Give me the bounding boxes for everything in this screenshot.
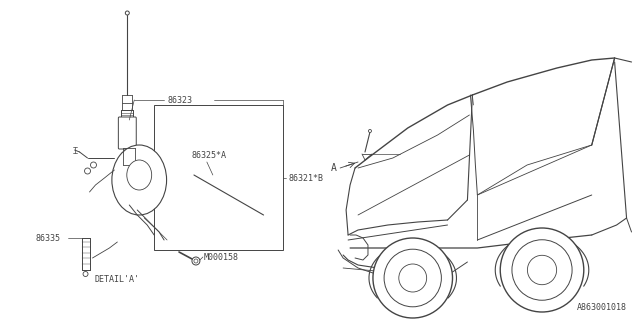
Circle shape	[399, 264, 427, 292]
Ellipse shape	[112, 145, 166, 215]
Circle shape	[83, 271, 88, 276]
Text: 86321*B: 86321*B	[289, 173, 323, 182]
Circle shape	[90, 162, 97, 168]
Circle shape	[384, 249, 442, 307]
FancyBboxPatch shape	[118, 117, 136, 149]
Circle shape	[500, 228, 584, 312]
Text: 86335: 86335	[36, 234, 61, 243]
Bar	[154, 105, 284, 250]
Text: M000158: M000158	[204, 252, 239, 261]
Circle shape	[369, 130, 371, 132]
Circle shape	[125, 11, 129, 15]
Circle shape	[192, 257, 200, 265]
Text: A: A	[331, 163, 337, 173]
Text: 86325*A: 86325*A	[192, 150, 227, 159]
Circle shape	[194, 259, 198, 263]
Ellipse shape	[127, 160, 152, 190]
Text: DETAIL'A': DETAIL'A'	[95, 276, 140, 284]
Circle shape	[373, 238, 452, 318]
Circle shape	[512, 240, 572, 300]
Text: 86323: 86323	[167, 95, 192, 105]
Circle shape	[527, 255, 557, 285]
Text: A863001018: A863001018	[577, 303, 627, 313]
Circle shape	[84, 168, 90, 174]
